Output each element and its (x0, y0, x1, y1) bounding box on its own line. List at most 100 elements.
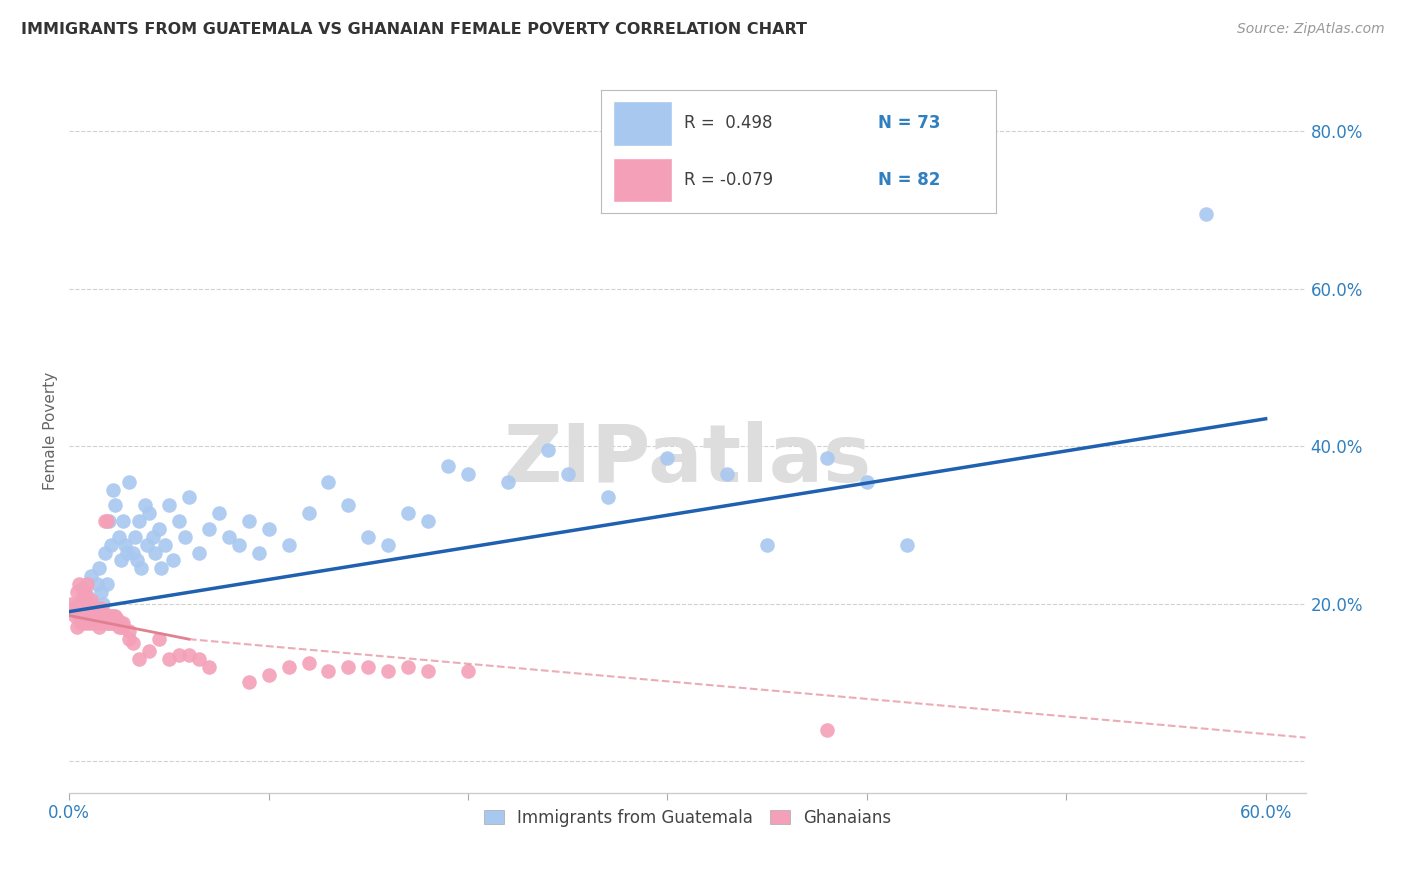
Point (815, 451, 838, 466)
Point (91, 597, 114, 611)
Point (76, 592, 98, 607)
Point (75, 612, 97, 626)
Point (72, 589, 94, 603)
Point (89, 608, 111, 623)
Point (496, 475, 519, 489)
Point (815, 723, 838, 737)
Point (128, 652, 150, 666)
Point (198, 659, 221, 673)
Point (104, 616, 127, 631)
Point (75, 585, 97, 599)
Point (80, 600, 103, 615)
Point (70, 597, 93, 611)
Point (70, 612, 93, 626)
Point (96, 514, 118, 528)
Point (90, 612, 112, 626)
Point (98, 608, 121, 623)
Point (115, 545, 138, 559)
Point (896, 538, 918, 552)
Point (108, 620, 131, 634)
Point (277, 538, 299, 552)
Point (110, 616, 132, 631)
Point (114, 538, 136, 552)
Point (257, 522, 280, 536)
Point (756, 538, 779, 552)
Point (118, 475, 141, 489)
Point (136, 538, 159, 552)
Point (110, 620, 132, 634)
Point (70, 600, 93, 615)
Point (72, 608, 94, 623)
Point (148, 522, 170, 536)
Point (173, 530, 195, 544)
Point (101, 483, 124, 497)
Text: ZIPatlas: ZIPatlas (503, 420, 872, 499)
Point (89, 620, 111, 634)
Point (148, 632, 170, 647)
Point (75, 600, 97, 615)
Point (70, 616, 93, 631)
Point (318, 475, 340, 489)
Point (108, 616, 131, 631)
Point (122, 545, 145, 559)
Point (122, 636, 145, 650)
Point (157, 652, 180, 666)
Point (110, 553, 132, 567)
Point (153, 538, 176, 552)
Point (238, 514, 260, 528)
Point (100, 538, 122, 552)
Point (418, 514, 440, 528)
Point (187, 545, 209, 559)
Point (377, 664, 399, 678)
Point (457, 664, 479, 678)
Point (337, 659, 360, 673)
Point (90, 600, 112, 615)
Point (77, 616, 100, 631)
Point (100, 616, 122, 631)
Point (318, 664, 340, 678)
Point (96, 577, 118, 591)
Point (100, 608, 122, 623)
Point (596, 491, 619, 505)
Point (94, 608, 117, 623)
Point (208, 506, 231, 520)
Point (143, 545, 166, 559)
Point (128, 514, 150, 528)
Point (157, 499, 180, 513)
Point (72, 597, 94, 611)
Point (247, 545, 270, 559)
Point (82, 616, 104, 631)
Point (118, 632, 141, 647)
Point (657, 451, 679, 466)
Point (84, 612, 107, 626)
Point (187, 652, 209, 666)
Point (218, 530, 240, 544)
Point (337, 499, 360, 513)
Point (94, 545, 117, 559)
Point (94, 514, 117, 528)
Point (84, 600, 107, 615)
Point (457, 467, 479, 481)
Point (418, 664, 440, 678)
Legend: Immigrants from Guatemala, Ghanaians: Immigrants from Guatemala, Ghanaians (475, 800, 900, 835)
Point (198, 522, 221, 536)
Point (66, 605, 89, 619)
Point (89, 561, 111, 575)
Point (1195, 207, 1218, 221)
Point (112, 620, 135, 634)
Point (357, 659, 380, 673)
Point (96, 616, 118, 631)
Point (63, 608, 86, 623)
Point (856, 475, 879, 489)
Point (149, 561, 172, 575)
Point (437, 458, 460, 473)
Point (77, 600, 100, 615)
Point (112, 616, 135, 631)
Point (134, 499, 156, 513)
Point (86, 605, 108, 619)
Point (67, 600, 90, 615)
Point (277, 659, 299, 673)
Point (66, 585, 89, 599)
Point (80, 612, 103, 626)
Point (557, 467, 579, 481)
